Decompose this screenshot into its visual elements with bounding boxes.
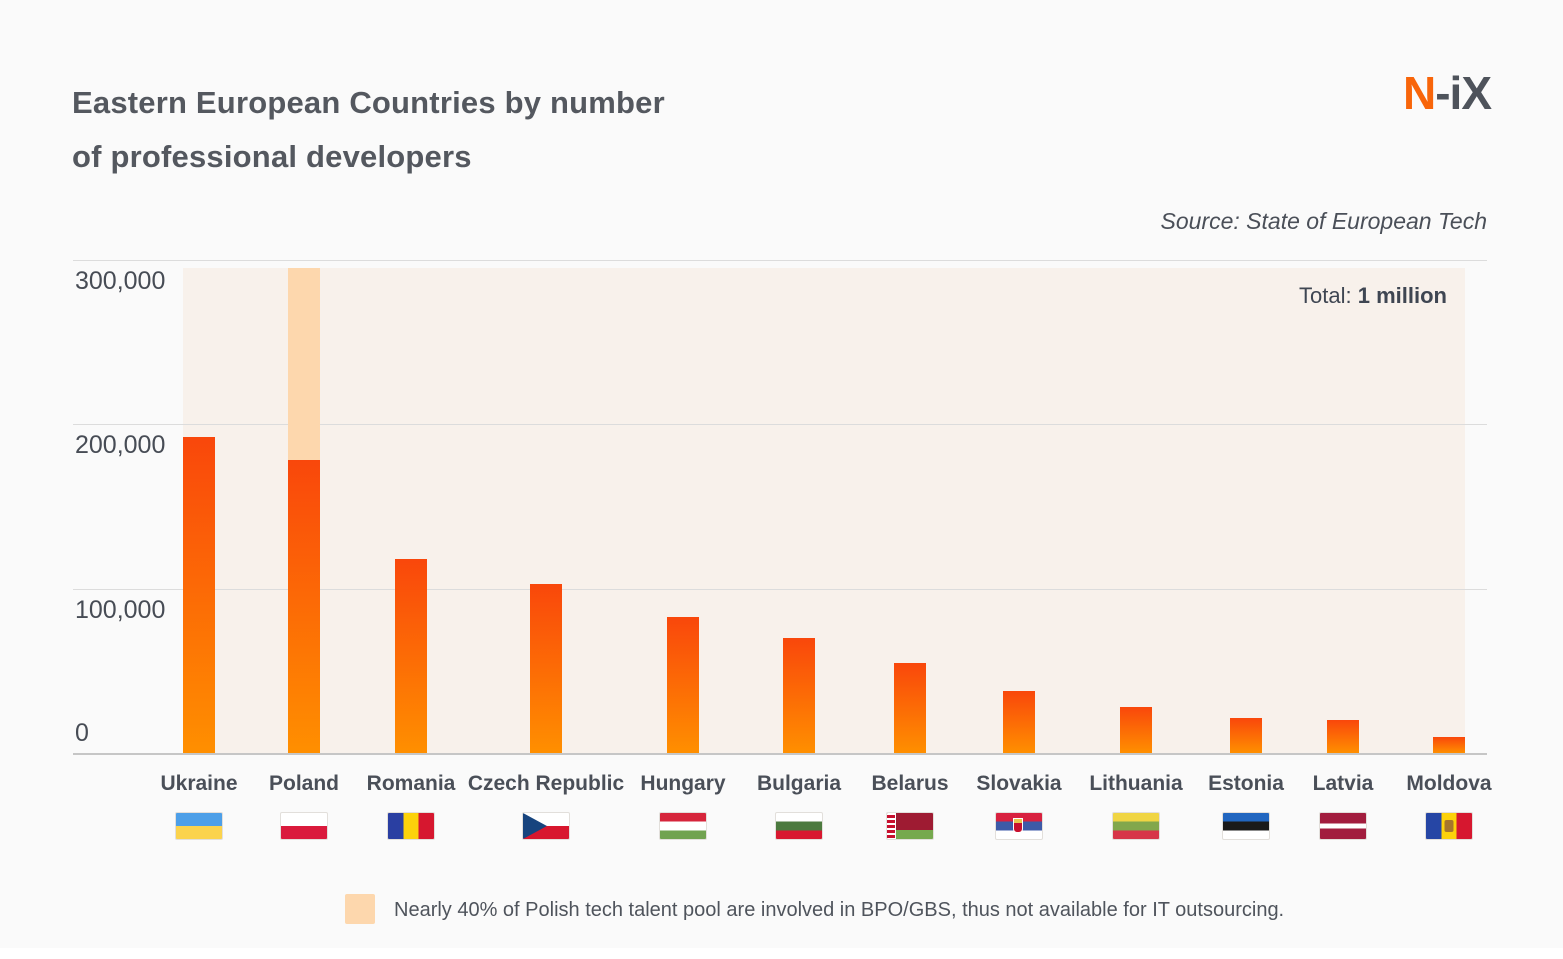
- country-label-belarus: Belarus: [871, 772, 949, 795]
- gridline-100000: [73, 588, 1487, 590]
- bar-belarus: [894, 662, 926, 753]
- gridline-0: [73, 753, 1487, 755]
- gridline-300000: [73, 260, 1487, 261]
- country-label-czech-republic: Czech Republic: [467, 772, 625, 795]
- chart-title-line1: Eastern European Countries by number: [72, 85, 665, 120]
- country-label-poland: Poland: [268, 772, 339, 795]
- country-label-romania: Romania: [366, 772, 456, 795]
- ukraine-flag-icon: [175, 812, 223, 840]
- total-caption: Total: 1 million: [1299, 283, 1447, 309]
- bar-latvia: [1327, 720, 1359, 753]
- bulgaria-flag-icon: [775, 812, 823, 840]
- bar-poland: [288, 460, 320, 753]
- country-label-latvia: Latvia: [1312, 772, 1374, 795]
- country-label-estonia: Estonia: [1208, 772, 1284, 795]
- nix-logo: N-iX: [1402, 66, 1492, 120]
- country-label-slovakia: Slovakia: [976, 772, 1062, 795]
- bar-lithuania: [1120, 706, 1152, 753]
- romania-flag-icon: [387, 812, 435, 840]
- bar-estonia: [1230, 718, 1262, 753]
- y-axis-tick-100000: 100,000: [75, 595, 166, 624]
- bar-czech-republic: [530, 583, 562, 753]
- belarus-flag-icon: [886, 812, 934, 840]
- nix-logo-ix: -iX: [1435, 67, 1492, 119]
- bar-bulgaria: [783, 637, 815, 753]
- country-label-bulgaria: Bulgaria: [756, 772, 842, 795]
- chart-title: Eastern European Countries by number of …: [72, 76, 665, 184]
- bar-moldova: [1433, 736, 1465, 753]
- gridline-200000: [73, 424, 1487, 426]
- bar-slovakia: [1003, 690, 1035, 753]
- y-axis-tick-200000: 200,000: [75, 431, 166, 460]
- chart-title-line2: of professional developers: [72, 139, 472, 174]
- latvia-flag-icon: [1319, 812, 1367, 840]
- total-label: Total:: [1299, 283, 1358, 308]
- country-label-moldova: Moldova: [1406, 772, 1492, 795]
- slovakia-flag-icon: [995, 812, 1043, 840]
- country-label-hungary: Hungary: [640, 772, 726, 795]
- bar-romania: [395, 559, 427, 753]
- y-axis-tick-0: 0: [75, 719, 89, 747]
- nix-logo-n: N: [1402, 67, 1436, 119]
- hungary-flag-icon: [659, 812, 707, 840]
- plot-background: [183, 268, 1465, 753]
- czech-republic-flag-icon: [522, 812, 570, 840]
- country-label-lithuania: Lithuania: [1089, 772, 1183, 795]
- source-caption: Source: State of European Tech: [1160, 208, 1487, 234]
- lithuania-flag-icon: [1112, 812, 1160, 840]
- y-axis-tick-300000: 300,000: [75, 267, 166, 295]
- footnote-text: Nearly 40% of Polish tech talent pool ar…: [394, 899, 1285, 921]
- country-label-ukraine: Ukraine: [160, 772, 238, 795]
- moldova-flag-icon: [1425, 812, 1473, 840]
- estonia-flag-icon: [1222, 812, 1270, 840]
- total-value: 1 million: [1357, 283, 1447, 308]
- bottom-strip: [0, 948, 1563, 959]
- poland-flag-icon: [280, 812, 328, 840]
- bar-ukraine: [183, 437, 215, 753]
- footnote-legend-swatch: [345, 894, 375, 924]
- bar-hungary: [667, 616, 699, 753]
- bar-poland-bpo-segment: [288, 268, 320, 461]
